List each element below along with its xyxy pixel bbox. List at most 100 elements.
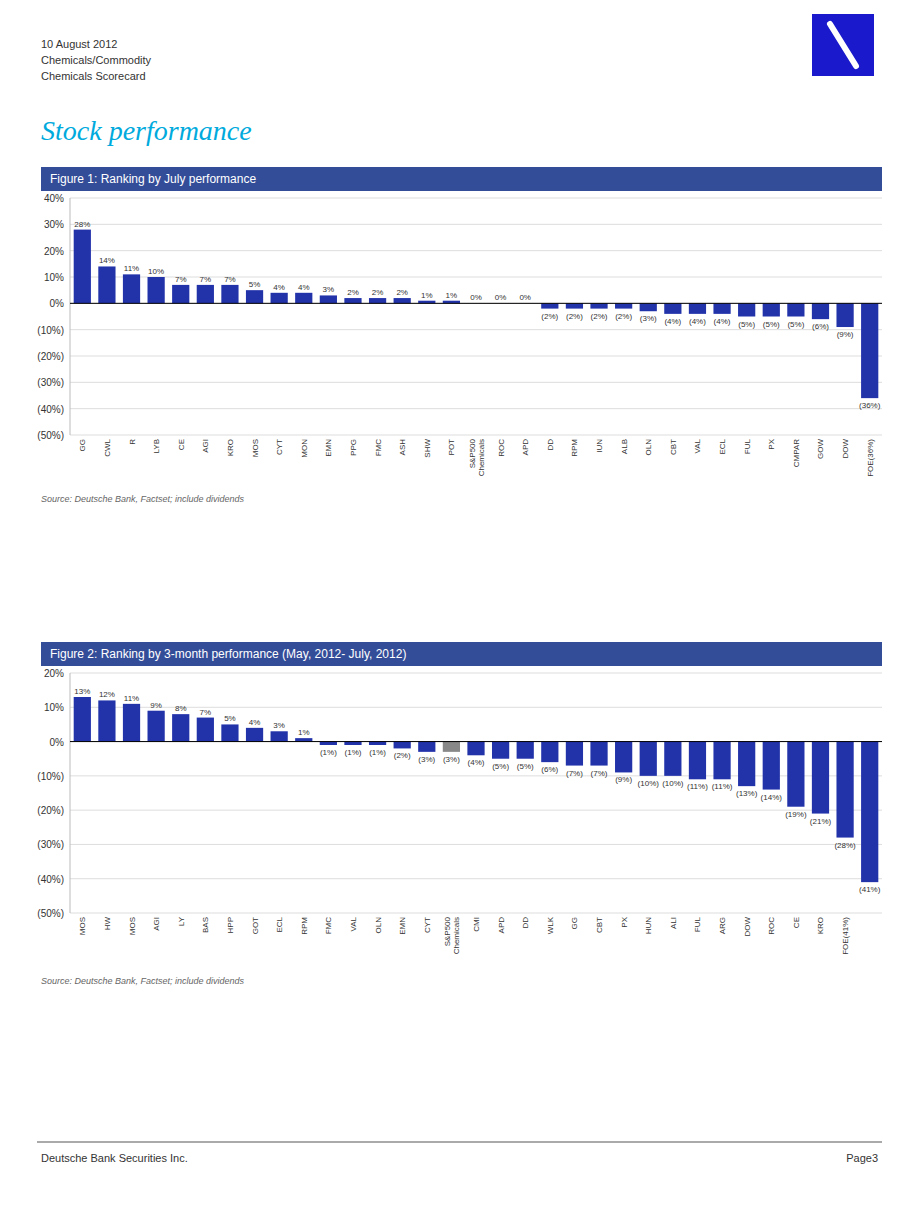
zero-line [70,741,882,742]
logo-stroke [830,24,856,66]
bar [443,742,460,752]
data-label: 8% [175,704,187,713]
x-tick-label-line: MOS [128,917,137,935]
bar [812,303,829,319]
data-label: 12% [99,690,115,699]
data-label: 11% [124,694,139,703]
x-tick-label: OLN [374,917,383,934]
grid-line [70,775,882,776]
y-tick-label: 10% [44,272,64,283]
x-tick-label: PX [767,438,776,449]
x-tick-label: CYT [423,917,432,933]
header-text: Chemicals Scorecard [41,70,146,82]
bar [197,285,214,303]
x-tick-label-line: ARG [718,917,727,934]
bar [590,303,607,308]
x-tick-label: DOW [841,439,850,459]
grid-line [70,277,882,278]
bar [615,303,632,308]
x-tick-label: ECL [718,438,727,454]
x-tick-label: POT [447,439,456,456]
x-tick-label-line: VAL [693,438,702,453]
x-tick-label: ROC [767,917,776,935]
bar [590,742,607,766]
y-tick-label: (10%) [37,325,64,336]
footer-text: Deutsche Bank Securities Inc. [41,1152,188,1164]
x-tick-label-line: CMI [472,917,481,932]
chart: Figure 2: Ranking by 3-month performance… [37,642,882,986]
chart-header-bar [41,167,882,191]
x-tick-label: EMN [398,917,407,935]
x-tick-label-line: ALI [669,917,678,929]
bar [689,742,706,780]
x-tick-label: MOS [251,439,260,457]
x-tick-label: RPM [570,439,579,457]
data-label: (3%) [418,755,435,764]
x-tick-label: DD [521,917,530,929]
x-tick-label-line: CWL [103,438,112,456]
bar [344,298,361,303]
data-label: 1% [446,291,458,300]
bar [713,742,730,780]
data-label: (3%) [443,755,460,764]
x-tick-label-line: CE [177,439,186,450]
bar [197,718,214,742]
x-tick-label-line: APD [521,439,530,456]
x-tick-label: DD [546,439,555,451]
x-tick-label-line: FUL [743,438,752,454]
x-tick-label: CYT [275,439,284,455]
data-label: (10%) [662,779,684,788]
x-tick-label: S&P500Chemicals [468,438,486,476]
x-tick-label: OLN [644,439,653,456]
grid-line [70,435,882,436]
grid-line [70,707,882,708]
data-label: (5%) [763,320,780,329]
x-tick-label: S&P500Chemicals [443,916,461,954]
bar [763,303,780,316]
x-tick-label: ARG [718,917,727,934]
y-tick-label: 30% [44,219,64,230]
x-tick-label-line: GOT [251,917,260,934]
data-label: 0% [519,293,531,302]
bar [271,731,288,741]
y-tick-label: (30%) [37,377,64,388]
data-label: 4% [298,283,310,292]
bar [640,303,657,311]
x-tick-label-line: CYT [275,439,284,455]
data-label: 0% [495,293,507,302]
x-tick-label-line: Chemicals [452,917,461,954]
y-tick-label: 0% [50,298,65,309]
x-tick-label-line: DD [521,917,530,929]
bar [98,266,115,303]
x-tick-label-line: CYT [423,917,432,933]
x-tick-label: GG [78,439,87,451]
bar [664,303,681,314]
x-tick-label: GOW [816,439,825,459]
bar [615,742,632,773]
data-label: (5%) [492,762,509,771]
bar [369,742,386,745]
data-label: 11% [124,264,139,273]
y-tick-label: (50%) [37,908,64,919]
x-tick-label-line: HPP [226,917,235,933]
x-tick-label: FUL [743,438,752,454]
x-tick-label-line: PX [767,438,776,449]
bar [172,285,189,303]
grid-line [70,250,882,251]
x-tick-label-line: PPG [349,439,358,456]
data-label: 3% [323,285,335,294]
data-label: 7% [200,708,212,717]
bar [246,290,263,303]
x-tick-label-line: EMN [398,917,407,935]
bar [123,274,140,303]
grid-line [70,303,882,304]
data-label: 2% [347,288,359,297]
data-label: (11%) [687,782,708,791]
grid-line [70,810,882,811]
x-tick-label: AGI [201,439,210,453]
chart-header-bar [41,642,882,666]
x-tick-label: FUL [693,916,702,932]
y-tick-label: (10%) [37,771,64,782]
data-label: 0% [470,293,482,302]
x-tick-label-line: VAL [349,916,358,931]
